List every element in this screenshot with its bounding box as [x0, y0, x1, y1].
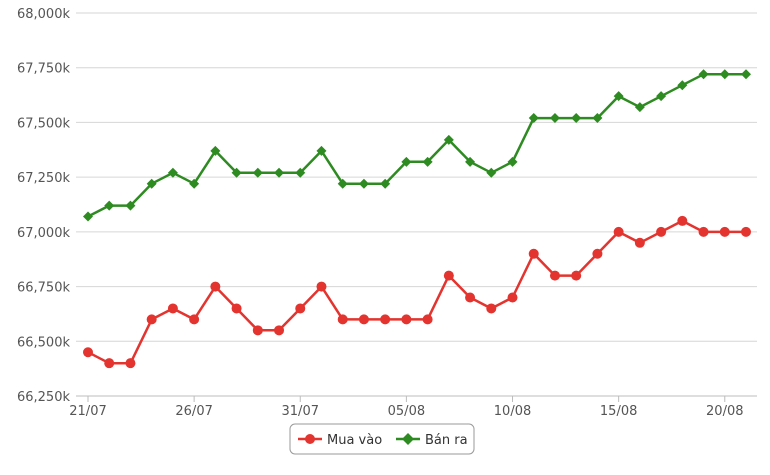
data-point-ban-ra [167, 167, 178, 178]
data-point-ban-ra [443, 134, 454, 145]
data-point-ban-ra [465, 156, 476, 167]
x-tick-label: 31/07 [282, 404, 319, 419]
data-point-mua-vao [677, 215, 688, 226]
legend-item-ban-ra[interactable]: Bán ra [396, 433, 468, 448]
data-point-ban-ra [719, 69, 730, 80]
data-point-mua-vao [337, 314, 348, 325]
data-point-ban-ra [549, 113, 560, 124]
data-point-ban-ra [422, 156, 433, 167]
data-point-mua-vao [549, 270, 560, 281]
data-point-mua-vao [231, 303, 242, 314]
x-tick-label: 05/08 [388, 404, 425, 419]
data-point-mua-vao [316, 281, 327, 292]
data-point-ban-ra [210, 145, 221, 156]
y-tick-label: 66,750k [17, 281, 70, 296]
x-axis-ticks: 21/07 26/07 31/07 05/08 10/08 15/08 20/08 [69, 396, 744, 419]
legend: Mua vào Bán ra [289, 423, 475, 455]
data-point-mua-vao [486, 303, 497, 314]
data-point-ban-ra [358, 178, 369, 189]
data-point-mua-vao [507, 292, 518, 303]
data-point-ban-ra [741, 69, 751, 80]
x-tick-label: 26/07 [175, 404, 212, 419]
legend-box [289, 423, 475, 455]
data-point-ban-ra [507, 156, 518, 167]
x-tick-label: 20/08 [706, 404, 743, 419]
data-point-ban-ra [528, 113, 539, 124]
data-point-ban-ra [83, 211, 93, 222]
data-point-mua-vao [465, 292, 476, 303]
data-point-mua-vao [613, 226, 624, 237]
data-point-mua-vao [592, 248, 603, 259]
legend-marker-mua-vao [305, 434, 315, 444]
y-tick-label: 66,500k [17, 335, 70, 350]
data-point-ban-ra [677, 80, 688, 91]
data-point-ban-ra [125, 200, 136, 211]
data-point-ban-ra [634, 102, 645, 113]
data-point-mua-vao [380, 314, 391, 325]
data-point-ban-ra [316, 145, 327, 156]
data-point-ban-ra [274, 167, 285, 178]
data-point-mua-vao [274, 325, 285, 336]
data-point-ban-ra [486, 167, 497, 178]
data-point-mua-vao [443, 270, 454, 281]
data-point-ban-ra [698, 69, 709, 80]
data-point-mua-vao [358, 314, 369, 325]
legend-item-mua-vao[interactable]: Mua vào [298, 433, 382, 448]
y-axis-ticks: 66,250k 66,500k 66,750k 67,000k 67,250k 67,50… [17, 7, 70, 405]
data-point-ban-ra [104, 200, 115, 211]
series-layer [83, 69, 751, 369]
x-tick-label: 15/08 [600, 404, 637, 419]
data-point-ban-ra [231, 167, 242, 178]
data-point-mua-vao [698, 226, 709, 237]
data-point-mua-vao [146, 314, 157, 325]
data-point-mua-vao [210, 281, 221, 292]
y-tick-label: 67,500k [17, 116, 70, 131]
data-point-mua-vao [634, 237, 645, 248]
data-point-ban-ra [380, 178, 391, 189]
data-point-mua-vao [167, 303, 178, 314]
data-point-ban-ra [189, 178, 200, 189]
y-tick-label: 67,750k [17, 62, 70, 77]
data-point-ban-ra [252, 167, 263, 178]
data-point-mua-vao [125, 358, 136, 369]
grid-lines [76, 12, 757, 397]
data-point-mua-vao [571, 270, 582, 281]
data-point-mua-vao [719, 226, 730, 237]
series-line-ban-ra [87, 73, 746, 218]
data-point-mua-vao [104, 358, 115, 369]
y-tick-label: 68,000k [17, 7, 70, 22]
legend-label-mua-vao: Mua vào [327, 433, 382, 448]
data-point-ban-ra [592, 113, 603, 124]
data-point-mua-vao [189, 314, 200, 325]
data-point-ban-ra [295, 167, 306, 178]
data-point-mua-vao [422, 314, 433, 325]
data-point-mua-vao [656, 226, 667, 237]
x-tick-label: 10/08 [494, 404, 531, 419]
data-point-ban-ra [146, 178, 157, 189]
data-point-mua-vao [252, 325, 263, 336]
data-point-ban-ra [337, 178, 348, 189]
y-tick-label: 67,000k [17, 226, 70, 241]
y-tick-label: 66,250k [17, 390, 70, 405]
data-point-ban-ra [656, 91, 667, 102]
data-point-mua-vao [401, 314, 412, 325]
x-tick-label: 21/07 [69, 404, 106, 419]
data-point-mua-vao [83, 347, 93, 358]
series-line-mua-vao [87, 219, 746, 365]
data-point-ban-ra [401, 156, 412, 167]
data-point-mua-vao [741, 226, 751, 237]
data-point-mua-vao [295, 303, 306, 314]
legend-marker-ban-ra [402, 433, 414, 445]
data-point-ban-ra [571, 113, 582, 124]
data-point-ban-ra [613, 91, 624, 102]
data-point-mua-vao [528, 248, 539, 259]
y-tick-label: 67,250k [17, 171, 70, 186]
legend-label-ban-ra: Bán ra [425, 433, 468, 448]
